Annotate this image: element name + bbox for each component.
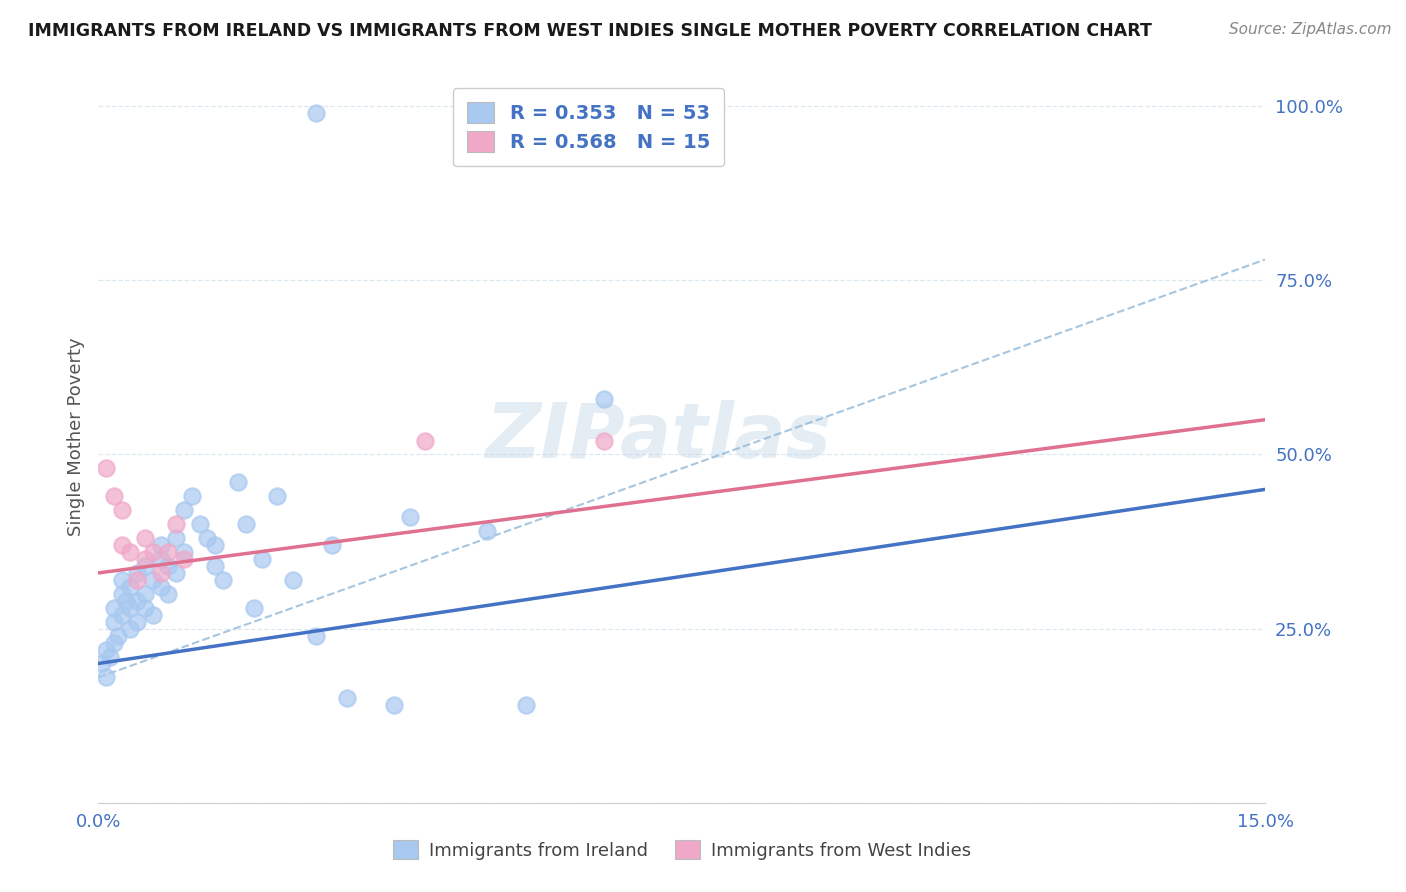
Point (305, 629, 328, 643)
Point (180, 489, 202, 503)
Point (149, 580, 172, 594)
Point (188, 517, 211, 532)
Point (142, 573, 165, 587)
Point (127, 594, 149, 608)
Point (398, 510, 420, 524)
Point (96, 461, 118, 475)
Point (96, 642, 118, 657)
Point (204, 538, 226, 552)
Point (477, 524, 499, 538)
Legend: Immigrants from Ireland, Immigrants from West Indies: Immigrants from Ireland, Immigrants from… (385, 833, 979, 867)
Point (142, 545, 165, 559)
Point (165, 566, 187, 580)
Point (173, 503, 195, 517)
Point (91, 657, 114, 671)
Point (127, 566, 149, 580)
Point (111, 503, 134, 517)
Point (593, 392, 616, 406)
Point (142, 607, 165, 622)
Point (204, 558, 226, 573)
Point (103, 489, 125, 503)
Point (107, 629, 129, 643)
Point (149, 552, 172, 566)
Point (305, 106, 328, 120)
Point (127, 573, 149, 587)
Point (173, 545, 195, 559)
Point (235, 517, 257, 532)
Point (250, 552, 273, 566)
Point (103, 615, 125, 629)
Point (111, 538, 134, 552)
Point (243, 600, 266, 615)
Point (157, 545, 180, 559)
Point (157, 587, 180, 601)
Point (134, 587, 156, 601)
Point (111, 573, 134, 587)
Point (157, 558, 180, 573)
Point (134, 552, 156, 566)
Point (134, 558, 156, 573)
Point (165, 517, 187, 532)
Point (98, 649, 121, 664)
Point (118, 545, 141, 559)
Text: IMMIGRANTS FROM IRELAND VS IMMIGRANTS FROM WEST INDIES SINGLE MOTHER POVERTY COR: IMMIGRANTS FROM IRELAND VS IMMIGRANTS FR… (28, 22, 1152, 40)
Text: Source: ZipAtlas.com: Source: ZipAtlas.com (1229, 22, 1392, 37)
Point (515, 698, 537, 713)
Point (382, 698, 405, 713)
Point (96, 670, 118, 684)
Y-axis label: Single Mother Poverty: Single Mother Poverty (66, 338, 84, 536)
Text: ZIPatlas: ZIPatlas (485, 401, 831, 474)
Point (281, 573, 304, 587)
Point (127, 615, 149, 629)
Point (134, 600, 156, 615)
Point (195, 531, 218, 545)
Point (111, 587, 134, 601)
Point (118, 622, 141, 636)
Point (413, 434, 436, 448)
Point (114, 594, 136, 608)
Point (149, 538, 172, 552)
Point (118, 580, 141, 594)
Point (165, 531, 187, 545)
Point (321, 538, 343, 552)
Point (173, 552, 195, 566)
Point (228, 475, 250, 490)
Point (134, 531, 156, 545)
Point (212, 573, 235, 587)
Point (103, 600, 125, 615)
Point (266, 489, 288, 503)
Point (118, 600, 141, 615)
Point (593, 434, 616, 448)
Point (149, 566, 172, 580)
Point (111, 607, 134, 622)
Point (336, 691, 359, 706)
Point (103, 635, 125, 649)
